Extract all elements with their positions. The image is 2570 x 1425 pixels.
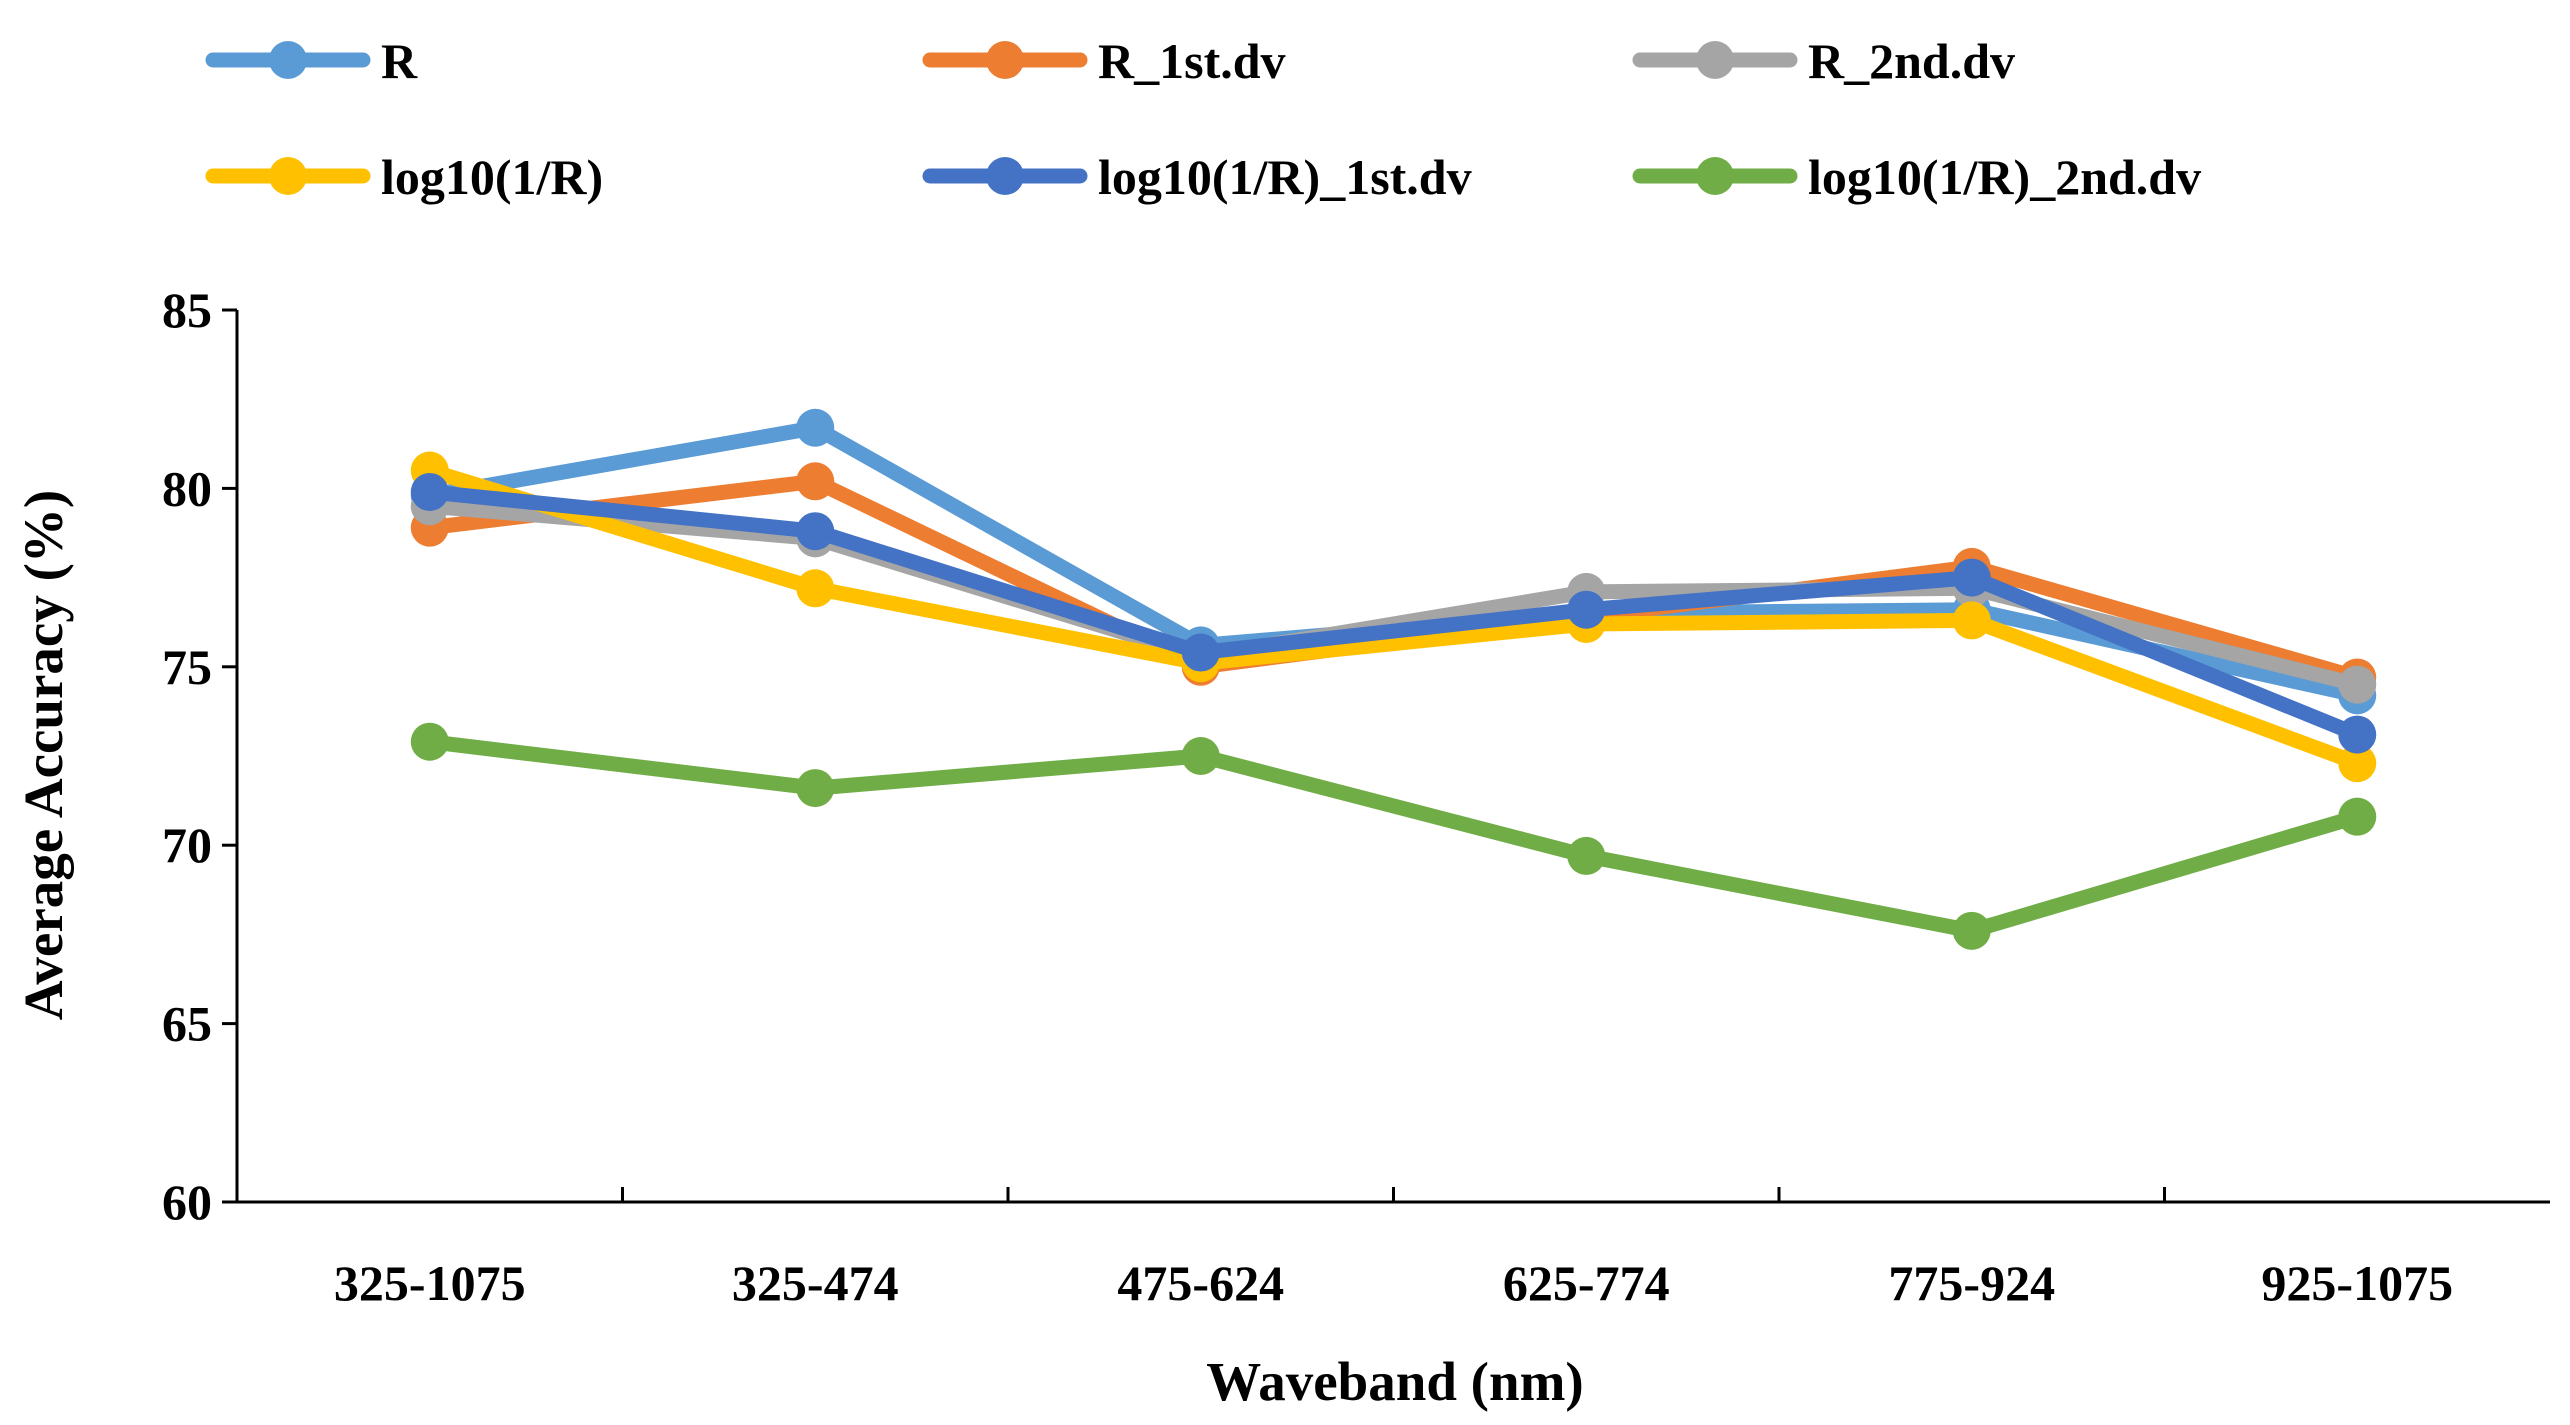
data-point xyxy=(1952,911,1991,950)
y-tick-label: 75 xyxy=(162,639,212,695)
legend-swatch-marker xyxy=(1696,41,1734,79)
data-point xyxy=(1181,633,1220,672)
data-point xyxy=(796,769,835,808)
x-tick-label: 475-624 xyxy=(1117,1255,1284,1311)
legend-label: R_2nd.dv xyxy=(1808,33,2015,89)
data-point xyxy=(1181,737,1220,775)
data-point xyxy=(2338,665,2377,704)
x-tick-label: 775-924 xyxy=(1888,1255,2055,1311)
data-point xyxy=(410,722,449,761)
data-point xyxy=(2338,715,2377,754)
x-tick-label: 325-1075 xyxy=(334,1255,526,1311)
legend-swatch-marker xyxy=(986,41,1024,79)
legend-label: R xyxy=(381,33,418,89)
axes: 60 65 70 75 80 85 325-1075 325-474 475-624 625-77… xyxy=(162,282,2550,1311)
legend-label: R_1st.dv xyxy=(1098,33,1286,89)
data-point xyxy=(2338,744,2377,783)
legend: R R_1st.dv R_2nd.dv log10(1/R) log10(1/R)_1s… xyxy=(205,33,2201,205)
data-point xyxy=(796,569,835,608)
y-tick-label: 65 xyxy=(162,996,212,1052)
legend-swatch-marker xyxy=(1696,157,1734,195)
series-line xyxy=(422,734,2365,939)
legend-item: R_2nd.dv xyxy=(1632,33,2015,89)
x-tick-label: 925-1075 xyxy=(2261,1255,2453,1311)
series-5 xyxy=(410,722,2377,950)
legend-item: log10(1/R)_1st.dv xyxy=(922,149,1472,205)
data-point xyxy=(2338,797,2377,836)
x-tick-label: 625-774 xyxy=(1503,1255,1670,1311)
x-axis-title: Waveband (nm) xyxy=(1206,1351,1583,1412)
legend-label: log10(1/R)_2nd.dv xyxy=(1808,149,2201,205)
legend-label: log10(1/R) xyxy=(381,149,603,205)
legend-swatch-marker xyxy=(269,157,307,195)
data-point xyxy=(410,472,449,511)
data-point xyxy=(1952,601,1991,640)
y-axis-title: Average Accuracy (%) xyxy=(13,490,74,1020)
y-tick-label: 60 xyxy=(162,1174,212,1230)
series-line xyxy=(422,463,2365,771)
data-point xyxy=(796,512,835,551)
legend-item: R xyxy=(205,33,418,89)
legend-swatch-marker xyxy=(269,41,307,79)
legend-item: log10(1/R)_2nd.dv xyxy=(1632,149,2201,205)
series-line xyxy=(422,484,2365,743)
y-tick-label: 85 xyxy=(162,282,212,338)
series-layer xyxy=(410,408,2377,950)
data-point xyxy=(796,408,835,447)
data-point xyxy=(1952,558,1991,597)
data-point xyxy=(1567,590,1606,629)
y-tick-label: 70 xyxy=(162,817,212,873)
data-point xyxy=(1567,836,1606,875)
y-tick-label: 80 xyxy=(162,460,212,516)
legend-item: log10(1/R) xyxy=(205,149,603,205)
legend-label: log10(1/R)_1st.dv xyxy=(1098,149,1472,205)
x-tick-label: 325-474 xyxy=(732,1255,899,1311)
legend-swatch-marker xyxy=(986,157,1024,195)
series-4 xyxy=(410,472,2377,754)
legend-item: R_1st.dv xyxy=(922,33,1286,89)
data-point xyxy=(796,462,835,501)
